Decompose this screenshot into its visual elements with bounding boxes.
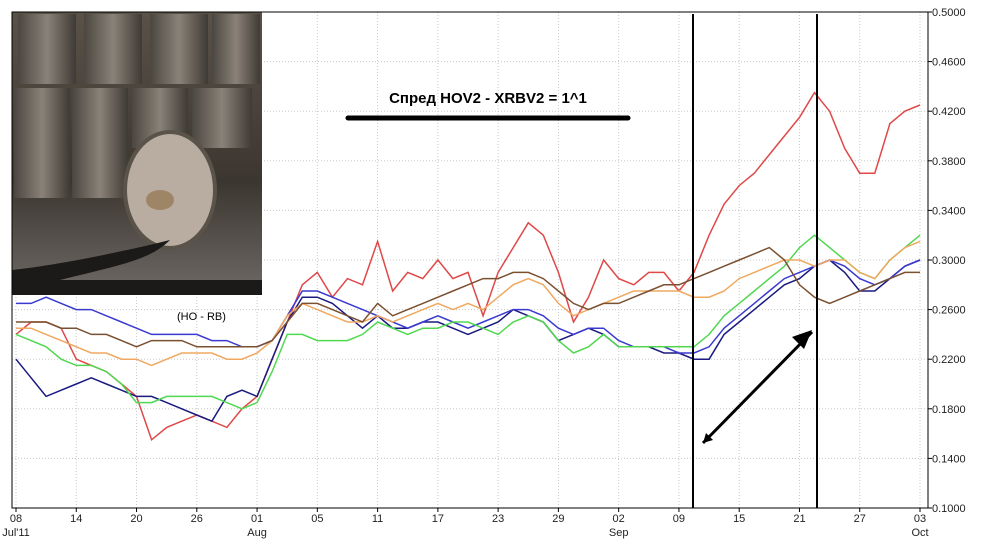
series-line <box>15 234 921 410</box>
x-tick-label: 01 <box>251 513 263 525</box>
y-tick-label: 0.3000 <box>932 255 966 267</box>
y-tick-label: 0.2200 <box>932 354 966 366</box>
y-tick-label: 0.2600 <box>932 305 966 317</box>
x-tick-label: 23 <box>492 513 504 525</box>
drawing <box>345 14 818 508</box>
y-tick-label: 0.5000 <box>932 7 966 19</box>
x-tick-label: 11 <box>372 513 383 525</box>
lines <box>15 91 921 442</box>
x-tick-label: 02 <box>613 513 625 525</box>
x-tick-label: 14 <box>70 513 82 525</box>
x-tick-label: 20 <box>130 513 142 525</box>
x-month-label: Oct <box>911 527 928 539</box>
x-tick-label: 29 <box>552 513 564 525</box>
series-line <box>15 259 921 423</box>
x-tick-label: 17 <box>432 513 444 525</box>
photo <box>12 12 262 295</box>
x-tick-label: 27 <box>854 513 866 525</box>
series-label: (HO - RB) <box>177 311 226 323</box>
y-tick-label: 0.4200 <box>932 106 966 118</box>
series-line <box>16 246 920 348</box>
y-tick-label: 0.4600 <box>932 57 966 69</box>
y-tick-label: 0.1400 <box>932 453 966 465</box>
x-tick-label: 05 <box>311 513 323 525</box>
x-month-label: Jul'11 <box>2 527 30 539</box>
x-month-label: Sep <box>609 527 629 539</box>
x-tick-label: 15 <box>733 513 745 525</box>
x-tick-label: 26 <box>191 513 203 525</box>
x-tick-label: 21 <box>793 513 805 525</box>
y-tick-label: 0.3400 <box>932 205 966 217</box>
y-tick-label: 0.1800 <box>932 404 966 416</box>
series-line <box>15 91 921 442</box>
series-line <box>16 259 921 354</box>
x-tick-label: 08 <box>10 513 22 525</box>
annotation: Спред HOV2 - XRBV2 = 1^1 <box>389 90 587 107</box>
x-month-label: Aug <box>247 527 267 539</box>
x-tick-label: 03 <box>914 513 926 525</box>
y-tick-label: 0.1000 <box>932 503 966 515</box>
axes: 0.1000 0.1400 0.1800 0.2200 0.2600 0.3000 0.34… <box>2 7 965 539</box>
series-line <box>16 240 921 367</box>
y-tick-label: 0.3800 <box>932 156 966 168</box>
x-tick-label: 09 <box>673 513 685 525</box>
